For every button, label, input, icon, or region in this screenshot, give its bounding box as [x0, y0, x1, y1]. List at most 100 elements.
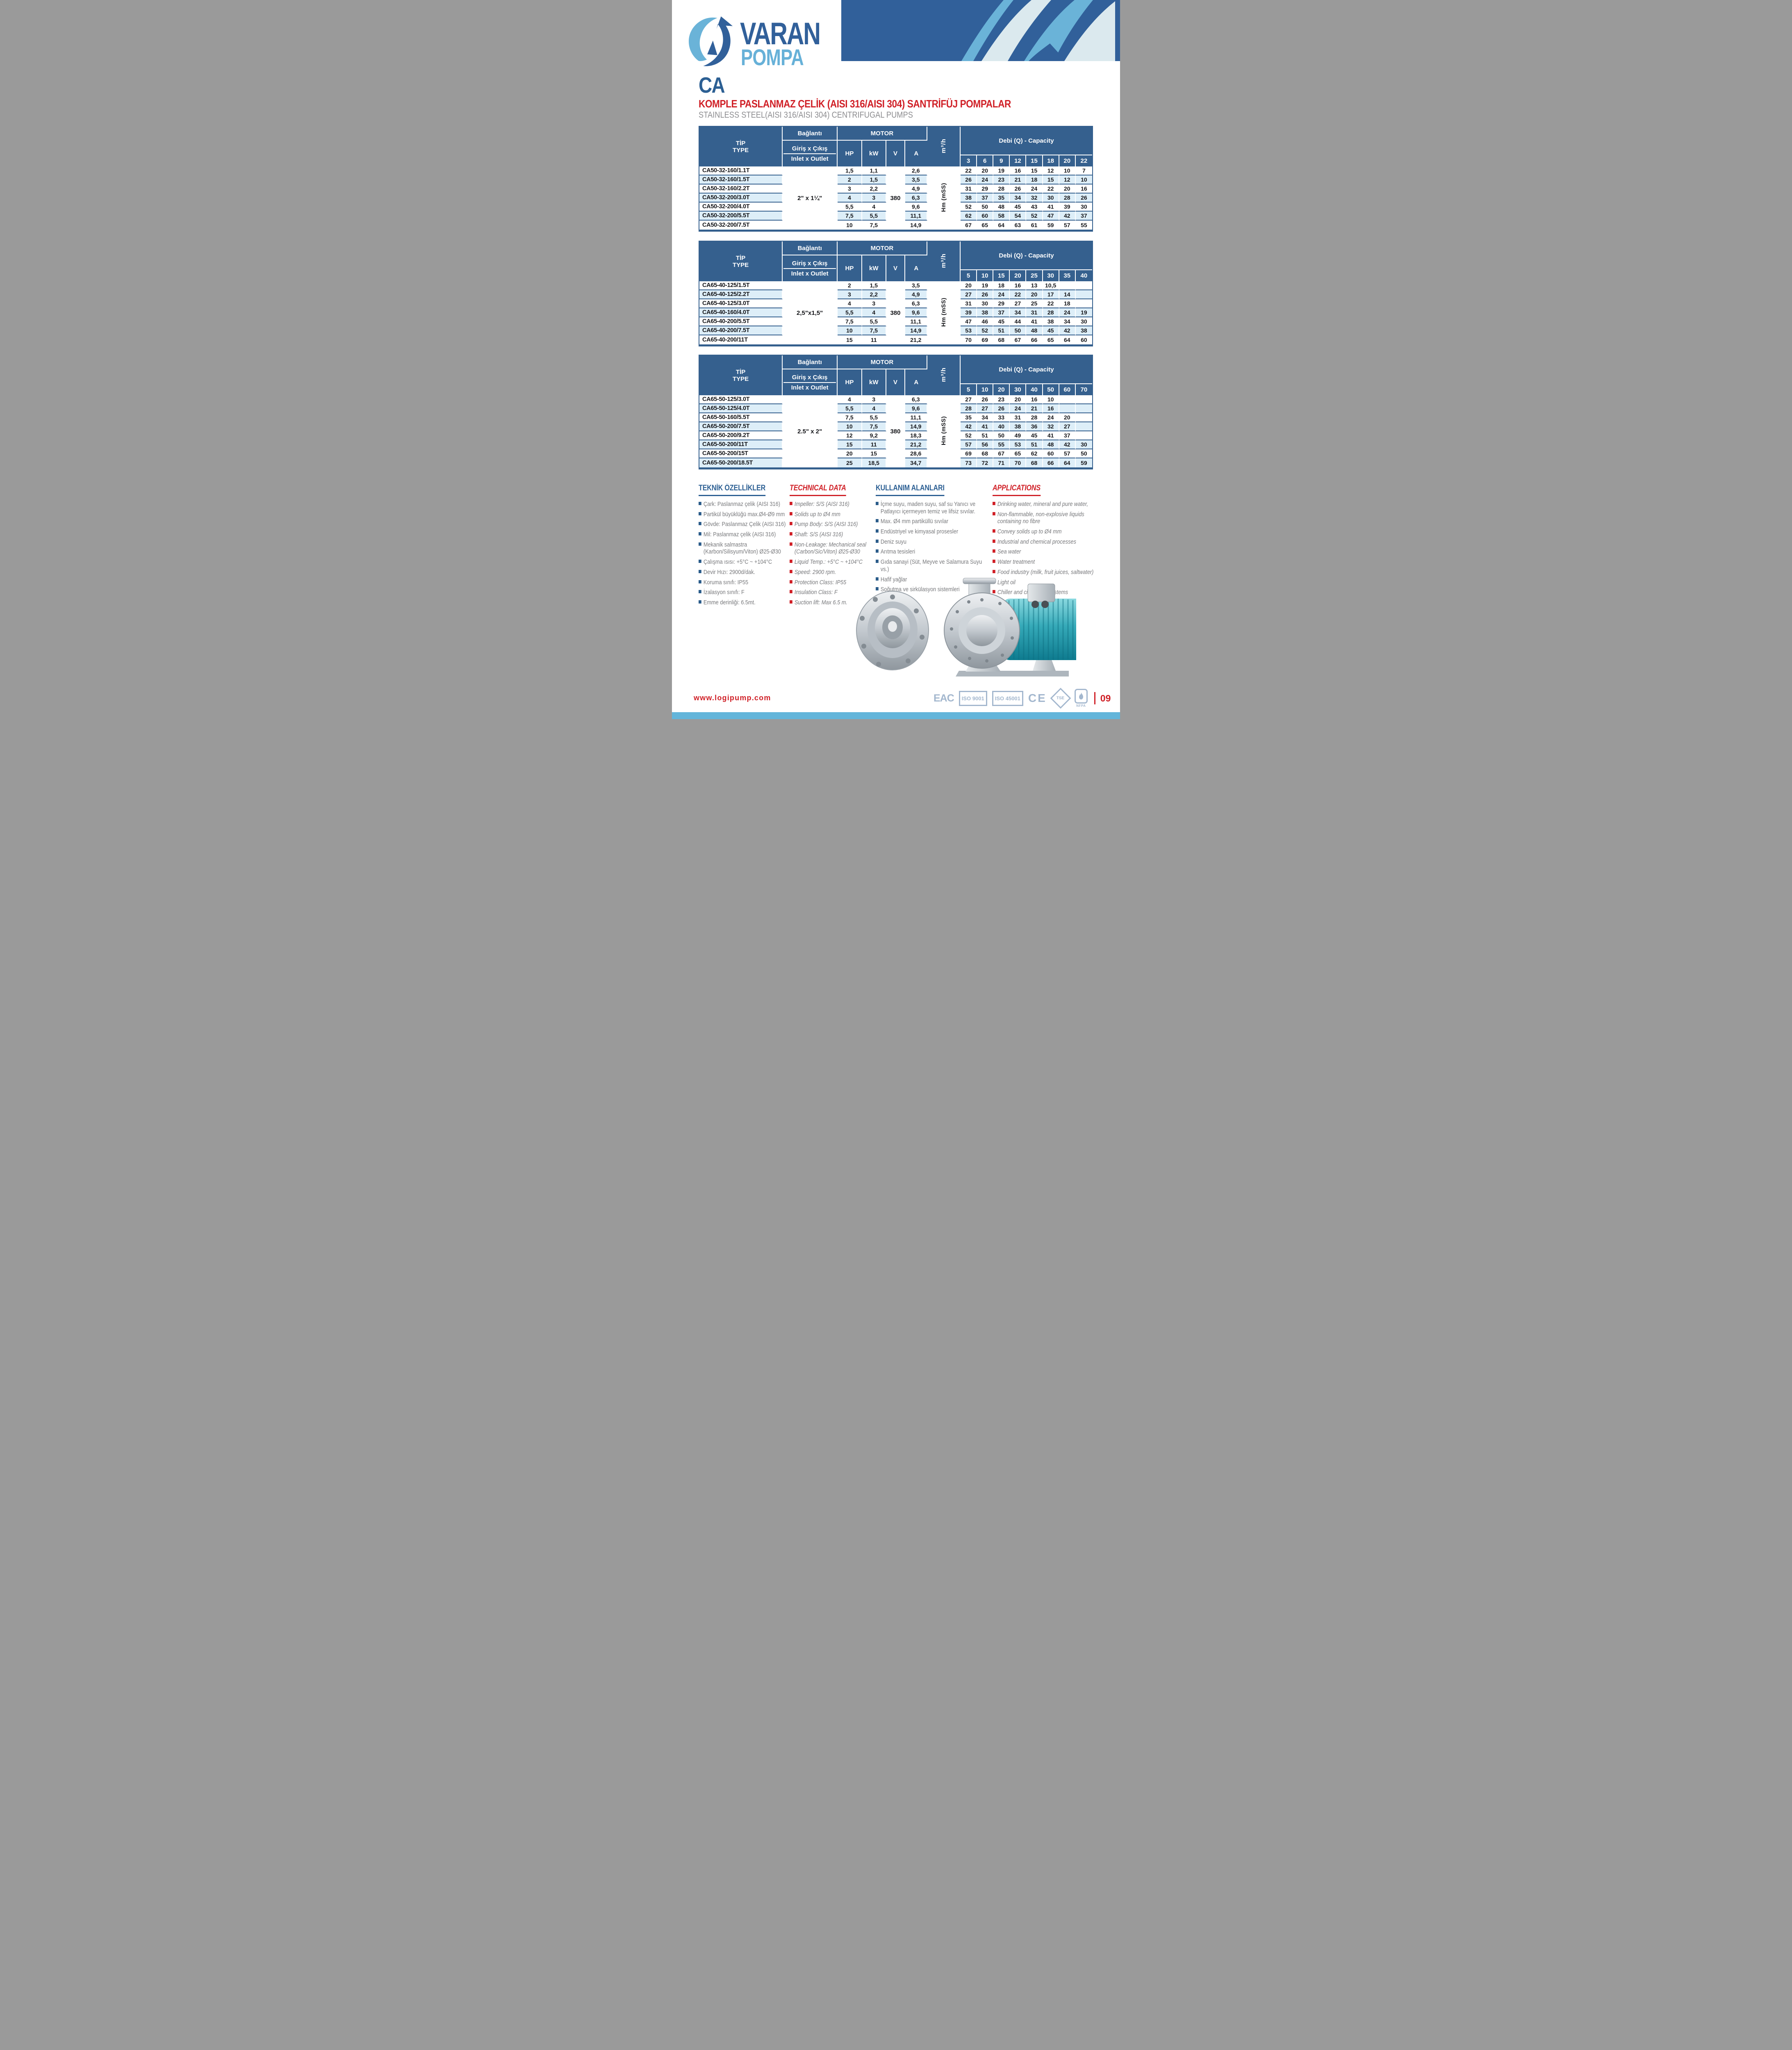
capacity-value: 35	[961, 413, 977, 422]
capacity-value: 18	[1026, 175, 1043, 184]
col-m3h: m³/h	[927, 127, 961, 166]
capacity-value: 38	[1075, 326, 1092, 335]
capacity-value: 51	[1026, 440, 1043, 449]
capacity-value: 53	[961, 326, 977, 335]
pump-type: CA65-40-200/11T	[699, 335, 783, 344]
capacity-value: 37	[1059, 431, 1076, 440]
capacity-value: 50	[977, 203, 994, 212]
capacity-tick: 9	[993, 155, 1010, 166]
capacity-value: 23	[993, 175, 1010, 184]
capacity-value: 24	[993, 290, 1010, 299]
list-item: Solids up to Ø4 mm	[790, 511, 874, 518]
capacity-value: 58	[993, 212, 1010, 221]
capacity-value: 41	[977, 422, 994, 431]
capacity-tick: 10	[977, 270, 994, 281]
capacity-value: 23	[993, 395, 1010, 404]
list-item: Food industry (milk, fruit juices, saltw…	[993, 569, 1105, 576]
capacity-value: 65	[1043, 335, 1059, 344]
capacity-value: 30	[1043, 194, 1059, 203]
capacity-value: 45	[1026, 431, 1043, 440]
tse-logo: TSE	[1050, 688, 1071, 709]
square-bullet-icon	[790, 522, 792, 526]
capacity-value: 64	[1059, 458, 1076, 467]
pump-type: CA50-32-160/1.5T	[699, 175, 783, 184]
square-bullet-icon	[993, 569, 995, 573]
square-bullet-icon	[876, 587, 879, 591]
capacity-value: 21	[1026, 404, 1043, 413]
capacity-value: 19	[977, 281, 994, 290]
capacity-value: 27	[1010, 299, 1027, 308]
capacity-value: 30	[1075, 440, 1092, 449]
square-bullet-icon	[790, 560, 792, 563]
capacity-value: 48	[1026, 326, 1043, 335]
capacity-tick: 20	[1010, 270, 1027, 281]
col-kw: kW	[862, 141, 886, 166]
capacity-value: 53	[1010, 440, 1027, 449]
capacity-value: 42	[1059, 212, 1076, 221]
list-item: Çark: Paslanmaz çelik (AISI 316)	[699, 501, 786, 508]
square-bullet-icon	[699, 580, 701, 583]
capacity-value: 52	[977, 326, 994, 335]
square-bullet-icon	[699, 532, 701, 536]
table-row: CA65-50-200/18.5T 25 18,5 34,7 73 72 71 70 68 66 6…	[699, 458, 1092, 467]
capacity-value: 69	[977, 335, 994, 344]
capacity-value: 25	[1026, 299, 1043, 308]
capacity-value: 67	[1010, 335, 1027, 344]
col-connection: Bağlantı	[783, 127, 838, 141]
capacity-value: 27	[961, 395, 977, 404]
capacity-value: 22	[1043, 184, 1059, 194]
capacity-value: 28	[1026, 413, 1043, 422]
catalog-page: VARAN POMPA CA KOMPLE PASLANMAZ ÇELİK (A…	[672, 0, 1120, 719]
col-type: TİP TYPE	[699, 355, 783, 395]
section-kullanim-alanlari: KULLANIM ALANLARI İçme suyu, maden suyu, …	[876, 484, 982, 596]
list-item: Koruma sınıfı: IP55	[699, 579, 786, 586]
capacity-value: 70	[961, 335, 977, 344]
capacity-tick: 70	[1075, 384, 1092, 395]
voltage-value: 380	[886, 281, 905, 344]
capacity-value: 61	[1026, 221, 1043, 230]
list-item: Max. Ø4 mm partiküllü sıvılar	[876, 518, 982, 525]
capacity-value: 62	[961, 212, 977, 221]
ce-mark-logo: CE	[1028, 692, 1047, 704]
capacity-value: 39	[961, 308, 977, 317]
capacity-value: 10	[1059, 166, 1076, 175]
square-bullet-icon	[993, 502, 995, 505]
website-link[interactable]: www.logipump.com	[694, 694, 771, 702]
col-v: V	[886, 255, 905, 281]
voltage-value: 380	[886, 166, 905, 230]
capacity-value: 52	[961, 431, 977, 440]
capacity-value: 55	[1075, 221, 1092, 230]
capacity-value: 29	[977, 184, 994, 194]
capacity-value: 24	[1010, 404, 1027, 413]
capacity-value: 27	[977, 404, 994, 413]
capacity-value: 16	[1010, 281, 1027, 290]
square-bullet-icon	[876, 529, 879, 533]
capacity-value: 24	[1059, 308, 1076, 317]
list-item: Mil: Paslanmaz çelik (AISI 316)	[699, 531, 786, 538]
pump-table-ca50-32: TİP TYPE Bağlantı MOTOR m³/h Debi (Q) - Capac…	[699, 126, 1093, 232]
capacity-value: 7	[1075, 166, 1092, 175]
section-title: TECHNICAL DATA	[790, 484, 846, 496]
pump-type: CA65-40-125/2.2T	[699, 290, 783, 299]
col-type: TİP TYPE	[699, 241, 783, 281]
list-item: Non-flammable, non-explosive liquids con…	[993, 511, 1105, 525]
pump-type: CA65-50-125/4.0T	[699, 404, 783, 413]
capacity-value: 36	[1026, 422, 1043, 431]
list-item: Speed: 2900 rpm.	[790, 569, 874, 576]
table-row: CA65-50-200/9.2T 12 9,2 18,3 52 51 50 49 45 41 37	[699, 431, 1092, 440]
table-header-row: TİP TYPE Bağlantı MOTOR m³/h Debi (Q) - Capac…	[699, 241, 1092, 281]
capacity-value: 50	[1075, 449, 1092, 458]
list-item: İzalasyon sınıfı: F	[699, 589, 786, 596]
pump-type: CA50-32-200/5.5T	[699, 212, 783, 221]
table-row: CA65-40-125/2.2T 3 2,2 4,9 27 26 24 22 20 17 14	[699, 290, 1092, 299]
capacity-tick: 15	[1026, 155, 1043, 166]
capacity-value: 26	[977, 290, 994, 299]
capacity-value: 22	[1043, 299, 1059, 308]
capacity-value: 22	[961, 166, 977, 175]
table-header-row: Giriş x Çıkış Inlet x Outlet HP kW V A	[699, 255, 1092, 281]
capacity-value: 37	[1075, 212, 1092, 221]
capacity-value	[1075, 404, 1092, 413]
col-hp: HP	[838, 369, 862, 395]
capacity-value: 47	[961, 317, 977, 326]
capacity-value: 68	[977, 449, 994, 458]
